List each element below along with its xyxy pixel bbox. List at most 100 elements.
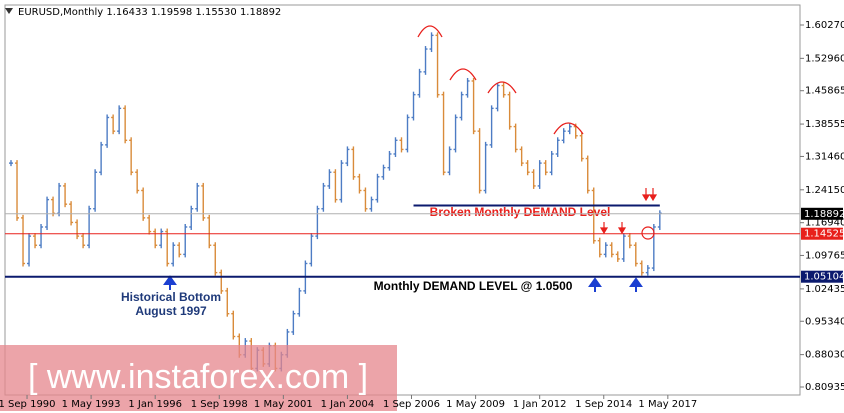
price-bar <box>417 68 422 98</box>
x-tick-label: 1 Jan 2004 <box>321 399 375 410</box>
price-bar <box>111 114 116 135</box>
price-bar <box>153 228 158 249</box>
price-bar <box>183 223 188 258</box>
price-bar <box>339 160 344 203</box>
price-bar <box>231 310 236 340</box>
price-bar <box>33 233 38 249</box>
price-bar <box>621 233 626 262</box>
price-bar <box>27 233 32 267</box>
x-tick-label: 1 May 2001 <box>254 399 313 410</box>
x-tick-label: 1 May 1993 <box>62 399 121 410</box>
watermark: [ www.instaforex.com ] <box>28 358 368 396</box>
price-bar <box>309 233 314 267</box>
price-bar <box>435 32 440 98</box>
price-bar <box>357 173 362 194</box>
price-bar <box>645 265 650 276</box>
price-bar <box>441 91 446 176</box>
x-tick-label: 1 Jan 1996 <box>128 399 182 410</box>
price-bar <box>351 146 356 180</box>
y-tick-label: 1.24150 <box>805 185 844 196</box>
price-bar <box>639 260 644 276</box>
price-bar <box>423 46 428 75</box>
price-tag-label: 1.05104 <box>804 272 844 283</box>
x-tick-label: 1 Sep 1990 <box>0 399 56 410</box>
y-tick-label: 1.02435 <box>805 284 844 295</box>
price-bar <box>189 205 194 230</box>
price-bar <box>201 182 206 221</box>
price-bar <box>21 214 26 267</box>
price-bar <box>333 169 338 203</box>
price-bar <box>387 150 392 171</box>
price-bar <box>519 146 524 167</box>
price-bar <box>177 242 182 258</box>
price-bar <box>291 310 296 335</box>
price-bar <box>327 169 332 189</box>
price-bar <box>489 105 494 148</box>
y-tick-label: 0.88030 <box>805 350 844 361</box>
price-bar <box>75 219 80 240</box>
price-bar <box>171 242 176 267</box>
price-bar <box>87 205 92 249</box>
price-bar <box>591 187 596 244</box>
price-bar <box>63 182 68 208</box>
price-bar <box>585 155 590 194</box>
price-bar <box>507 91 512 130</box>
watermark-box <box>0 345 397 411</box>
y-tick-label: 0.95340 <box>805 316 844 327</box>
price-bar <box>9 160 14 167</box>
price-bar <box>399 137 404 153</box>
x-tick-label: 1 Sep 2014 <box>575 399 632 410</box>
price-bar <box>15 160 20 221</box>
y-tick-label: 1.60270 <box>805 20 844 31</box>
price-bar <box>501 82 506 98</box>
price-bar <box>453 114 458 153</box>
x-tick-label: 1 May 2017 <box>638 399 697 410</box>
y-tick-label: 1.09765 <box>805 250 844 261</box>
y-tick-label: 1.45865 <box>805 86 844 97</box>
price-tag-label: 1.14525 <box>804 229 844 240</box>
price-bar <box>495 82 500 112</box>
price-bar <box>213 242 218 276</box>
x-tick-label: 1 Jan 2012 <box>513 399 567 410</box>
price-bar <box>483 141 488 194</box>
price-bar <box>99 141 104 176</box>
annotation: August 1997 <box>135 304 207 318</box>
price-tag <box>801 207 843 220</box>
price-bar <box>615 251 620 262</box>
price-bar <box>513 123 518 153</box>
price-bar <box>93 169 98 212</box>
price-bar <box>381 164 386 180</box>
price-bar <box>579 132 584 162</box>
price-bar <box>525 160 530 176</box>
price-bar <box>567 123 572 135</box>
price-tag <box>801 270 843 283</box>
price-bar <box>345 146 350 167</box>
price-bar <box>297 287 302 317</box>
price-bar <box>405 114 410 153</box>
price-bar <box>609 242 614 258</box>
price-bar <box>627 233 632 249</box>
price-bar <box>471 77 476 135</box>
blue-arrows <box>163 275 643 292</box>
price-bar <box>321 182 326 212</box>
price-bar <box>375 173 380 203</box>
price-bar <box>81 233 86 249</box>
price-bar <box>411 91 416 121</box>
annotation: Broken Monthly DEMAND Level <box>430 205 611 219</box>
y-tick-label: 1.52960 <box>805 53 844 64</box>
price-bar <box>429 32 434 53</box>
annotation: Monthly DEMAND LEVEL @ 1.0500 <box>374 279 573 293</box>
price-bar <box>123 105 128 144</box>
price-bar <box>129 137 134 176</box>
price-bar <box>147 214 152 235</box>
price-tag <box>801 227 843 240</box>
y-tick-label: 0.80935 <box>805 382 844 393</box>
price-bar <box>537 160 542 189</box>
price-bar <box>159 228 164 249</box>
price-bar <box>39 223 44 249</box>
annotation: Historical Bottom <box>121 290 221 304</box>
price-bar <box>141 187 146 221</box>
x-tick-label: 1 Sep 2006 <box>383 399 440 410</box>
price-bar <box>135 169 140 194</box>
